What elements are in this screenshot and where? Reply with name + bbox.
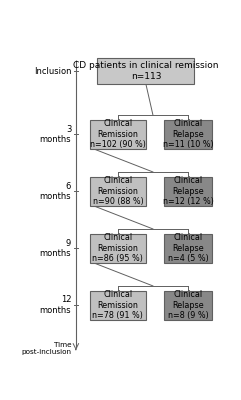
Text: Clinical
Relapse
n=11 (10 %): Clinical Relapse n=11 (10 %): [163, 119, 213, 149]
Text: Clinical
Relapse
n=8 (9 %): Clinical Relapse n=8 (9 %): [167, 290, 208, 320]
FancyBboxPatch shape: [90, 234, 146, 263]
Text: 12
months: 12 months: [40, 296, 71, 315]
FancyBboxPatch shape: [90, 290, 146, 320]
FancyBboxPatch shape: [90, 120, 146, 149]
Text: 3
months: 3 months: [40, 124, 71, 144]
Text: Time
post-inclusion: Time post-inclusion: [21, 342, 71, 355]
FancyBboxPatch shape: [97, 58, 194, 84]
Text: 9
months: 9 months: [40, 238, 71, 258]
Text: CD patients in clinical remission
n=113: CD patients in clinical remission n=113: [73, 61, 219, 81]
Text: 6
months: 6 months: [40, 182, 71, 201]
FancyBboxPatch shape: [164, 176, 212, 206]
FancyBboxPatch shape: [164, 234, 212, 263]
Text: Clinical
Relapse
n=4 (5 %): Clinical Relapse n=4 (5 %): [167, 233, 208, 263]
Text: Clinical
Remission
n=78 (91 %): Clinical Remission n=78 (91 %): [93, 290, 143, 320]
Text: Clinical
Relapse
n=12 (12 %): Clinical Relapse n=12 (12 %): [162, 176, 213, 206]
Text: Clinical
Remission
n=102 (90 %): Clinical Remission n=102 (90 %): [90, 119, 146, 149]
Text: Clinical
Remission
n=90 (88 %): Clinical Remission n=90 (88 %): [93, 176, 143, 206]
Text: Inclusion: Inclusion: [34, 66, 71, 76]
FancyBboxPatch shape: [90, 176, 146, 206]
FancyBboxPatch shape: [164, 290, 212, 320]
FancyBboxPatch shape: [164, 120, 212, 149]
Text: Clinical
Remission
n=86 (95 %): Clinical Remission n=86 (95 %): [93, 233, 143, 263]
